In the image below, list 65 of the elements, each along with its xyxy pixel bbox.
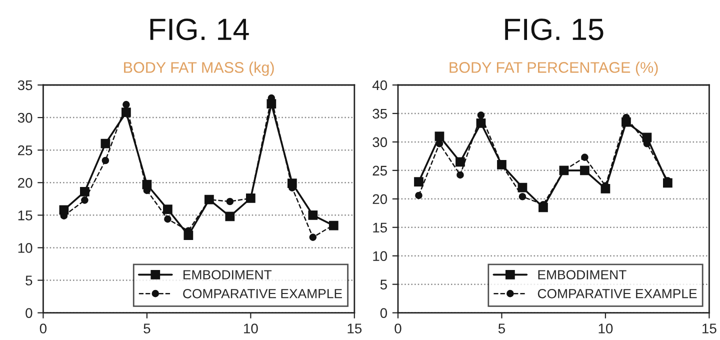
x-tick-label: 10 (598, 324, 613, 334)
point (456, 157, 465, 167)
y-tick-label: 10 (18, 243, 32, 253)
x-tick-label: 0 (40, 324, 47, 334)
point (518, 192, 526, 200)
point (414, 177, 424, 186)
point (477, 112, 485, 119)
y-tick-label: 5 (26, 276, 32, 286)
point (266, 99, 276, 109)
point (476, 118, 486, 128)
y-tick-label: 20 (18, 178, 32, 188)
chart-subtitle: BODY FAT PERCENTAGE (%) (450, 62, 658, 76)
y-tick-label: 0 (380, 308, 388, 318)
x-tick-label: 10 (244, 324, 258, 334)
point (122, 100, 130, 108)
point (309, 234, 317, 241)
y-tick-label: 25 (372, 166, 387, 176)
point (81, 196, 88, 204)
point (518, 182, 528, 192)
point (581, 154, 588, 161)
y-tick-label: 40 (372, 80, 388, 90)
chart-title: FIG. 15 (505, 18, 604, 40)
point (415, 192, 422, 200)
y-tick-label: 20 (372, 194, 388, 204)
y-tick-label: 35 (372, 108, 387, 119)
point (102, 156, 110, 164)
y-tick-label: 30 (372, 137, 388, 148)
point (287, 178, 297, 188)
y-tick-label: 15 (18, 210, 32, 220)
y-tick-label: 15 (373, 222, 387, 233)
point (100, 138, 110, 148)
x-tick-label: 15 (348, 324, 362, 334)
point (622, 117, 631, 127)
x-tick-label: 0 (394, 324, 402, 334)
point (538, 202, 548, 212)
point (600, 184, 610, 194)
point (163, 204, 172, 214)
point (164, 215, 172, 223)
point (456, 171, 464, 179)
chart-subtitle: BODY FAT MASS (kg) (124, 62, 274, 76)
point (642, 132, 652, 142)
point (226, 198, 234, 206)
legend-label: EMBODIMENT (538, 270, 626, 280)
x-tick-label: 15 (702, 324, 716, 334)
y-tick-label: 25 (18, 145, 32, 156)
point (434, 132, 444, 141)
legend-label: COMPARATIVE EXAMPLE (538, 288, 697, 298)
y-tick-label: 5 (380, 280, 387, 290)
point (142, 180, 152, 190)
point (580, 166, 590, 176)
y-tick-label: 10 (373, 251, 388, 262)
point (308, 210, 318, 220)
y-tick-label: 35 (18, 80, 32, 90)
point (59, 205, 69, 215)
point (225, 212, 235, 222)
point (184, 230, 194, 240)
x-tick-label: 5 (498, 324, 506, 334)
point (122, 108, 131, 118)
legend-label: EMBODIMENT (184, 270, 272, 280)
point (80, 187, 90, 196)
x-tick-label: 5 (144, 324, 150, 334)
y-tick-label: 30 (18, 112, 32, 123)
chart-title: FIG. 14 (150, 18, 249, 40)
y-tick-label: 0 (26, 308, 32, 318)
legend-label: COMPARATIVE EXAMPLE (183, 288, 342, 298)
